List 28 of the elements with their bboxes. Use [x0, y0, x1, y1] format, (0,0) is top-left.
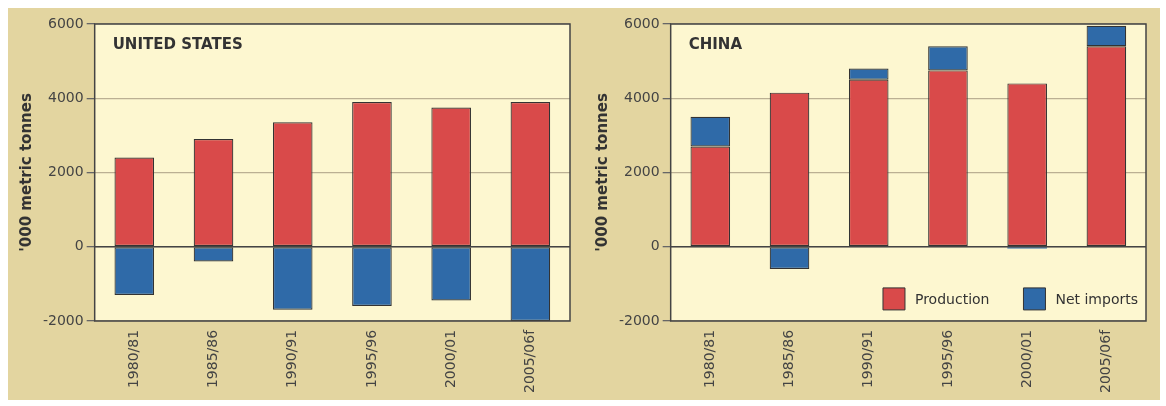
- y-tick-label: -2000: [42, 311, 84, 328]
- y-tick-label: 2000: [48, 163, 84, 180]
- x-tick-label: 1985/86: [204, 329, 221, 389]
- legend-label: Production: [914, 290, 990, 307]
- x-tick-label: 1990/91: [859, 329, 876, 389]
- y-tick-label: 6000: [48, 14, 84, 31]
- y-tick-label: 6000: [624, 14, 660, 31]
- y-axis-title: '000 metric tonnes: [16, 93, 35, 252]
- y-tick-label: 2000: [624, 163, 660, 180]
- y-axis-title: '000 metric tonnes: [592, 93, 611, 252]
- y-tick-label: 4000: [48, 88, 84, 105]
- x-tick-label: 2005/06f: [1097, 328, 1114, 393]
- x-tick-label: 2005/06f: [521, 328, 538, 393]
- x-tick-label: 1985/86: [780, 329, 797, 389]
- x-tick-label: 2000/01: [441, 329, 458, 389]
- y-tick-label: 0: [650, 237, 660, 254]
- legend-label: Net imports: [1055, 290, 1138, 307]
- x-tick-label: 1980/81: [700, 329, 717, 389]
- text: UNITED STATES: [112, 35, 243, 54]
- y-tick-label: 0: [74, 237, 84, 254]
- x-tick-label: 1980/81: [124, 329, 141, 389]
- x-tick-label: 2000/01: [1017, 329, 1034, 389]
- x-tick-label: 1995/96: [938, 329, 955, 389]
- x-tick-label: 1990/91: [283, 329, 300, 389]
- text: CHINA: [688, 35, 743, 54]
- x-tick-label: 1995/96: [362, 329, 379, 389]
- y-tick-label: 4000: [624, 88, 660, 105]
- y-tick-label: -2000: [618, 311, 660, 328]
